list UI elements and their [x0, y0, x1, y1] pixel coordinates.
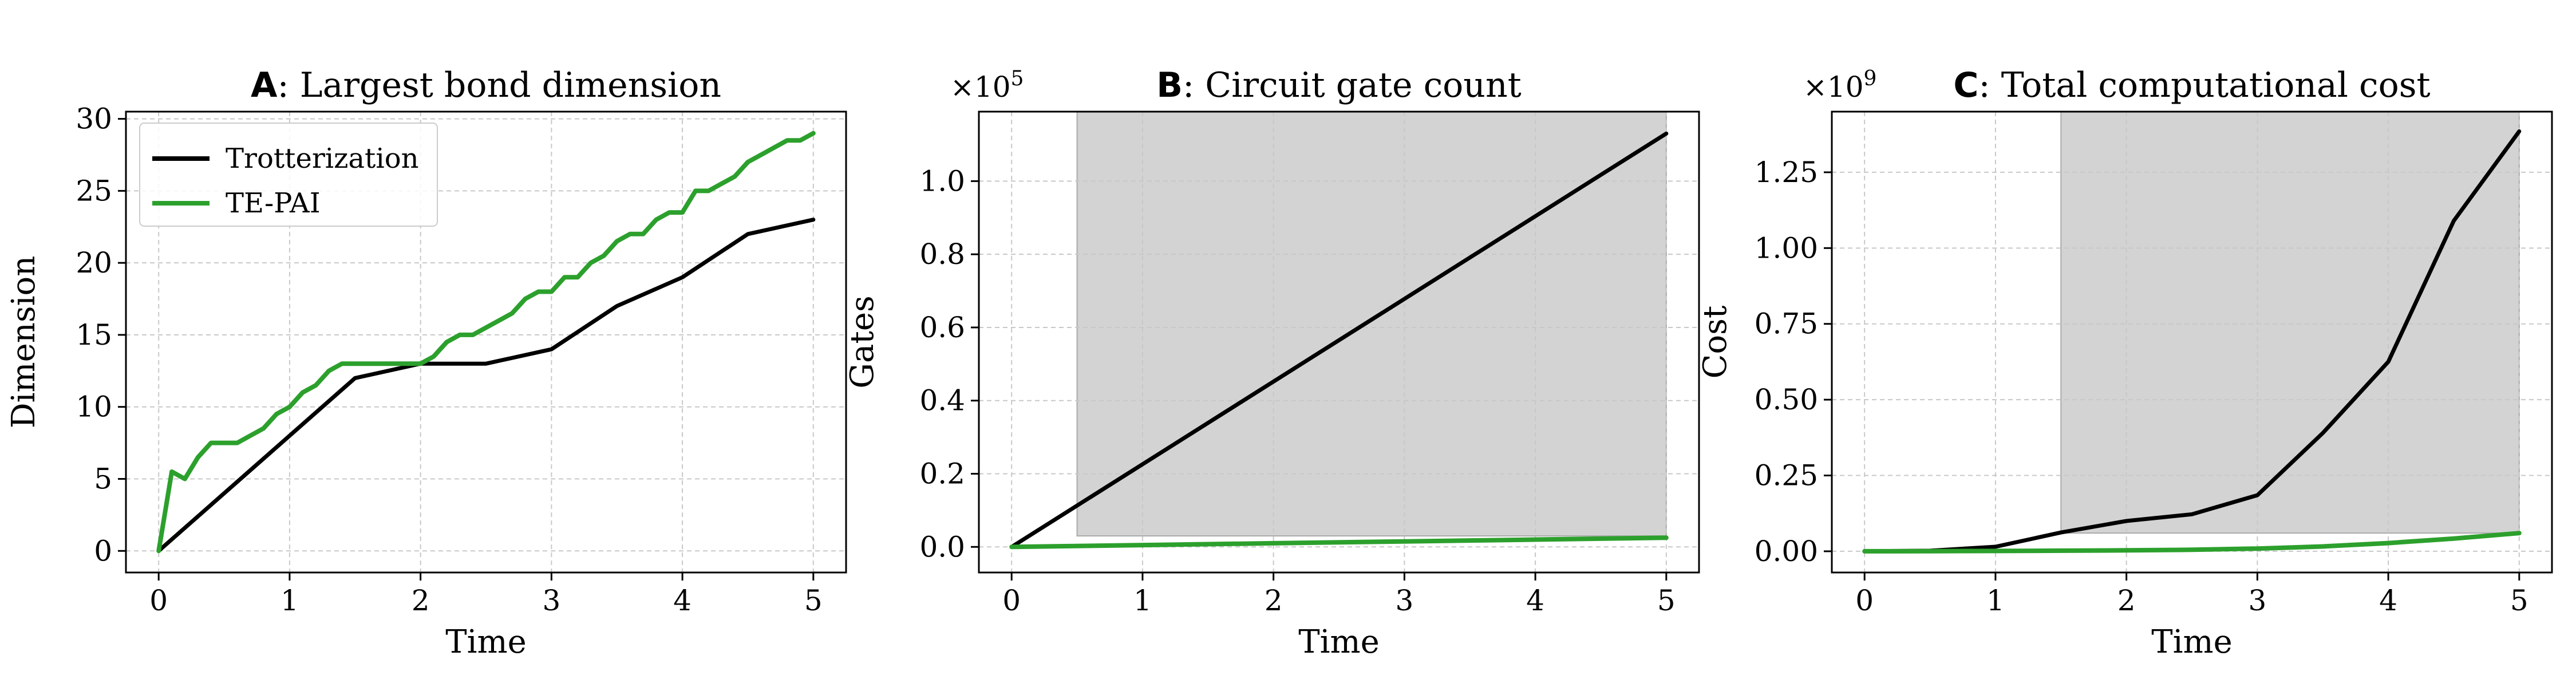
- y-tick-label: 1.25: [1755, 156, 1818, 189]
- panel-title-text: : Total computational cost: [1978, 65, 2430, 105]
- y-tick-label: 0.0: [919, 530, 965, 563]
- series-line-trotterization: [1862, 129, 2522, 554]
- y-tick-label: 15: [76, 318, 112, 352]
- y-offset-label: ×109: [1803, 67, 1876, 104]
- x-tick-label: 4: [673, 584, 692, 617]
- y-tick-label: 0.6: [919, 311, 965, 344]
- x-tick-label: 3: [1395, 584, 1413, 617]
- y-tick-label: 0: [94, 534, 112, 567]
- y-tick-label: 1.00: [1755, 231, 1818, 264]
- x-tick-label: 0: [149, 584, 168, 617]
- x-axis-label: Time: [2151, 623, 2233, 661]
- y-axis-label: Cost: [1697, 305, 1734, 378]
- panel-title: B: Circuit gate count: [1156, 65, 1521, 105]
- plot-frame: [125, 110, 847, 574]
- offset-base: ×10: [950, 70, 1011, 104]
- y-tick-label: 0.4: [919, 384, 965, 417]
- x-tick-label: 4: [2379, 584, 2397, 617]
- y-tick-label: 1.0: [919, 164, 965, 198]
- panel-letter: A: [251, 65, 278, 105]
- panel-title-text: : Largest bond dimension: [277, 65, 721, 105]
- x-tick-label: 2: [2117, 584, 2136, 617]
- legend: Trotterization TE-PAI: [139, 123, 438, 227]
- y-tick-label: 0.2: [919, 457, 965, 491]
- offset-exponent: 5: [1011, 67, 1024, 90]
- x-tick-label: 2: [1265, 584, 1283, 617]
- series-line-te-pai: [156, 131, 816, 554]
- y-tick-label: 0.50: [1755, 383, 1818, 416]
- y-tick-label: 0.75: [1755, 307, 1818, 341]
- y-tick-label: 5: [94, 462, 112, 495]
- offset-base: ×10: [1803, 70, 1864, 104]
- series-line-trotterization: [156, 218, 816, 553]
- y-axis-label: Dimension: [5, 256, 42, 429]
- x-axis-label: Time: [445, 623, 527, 661]
- panel-c: 0 1 2 3 4 5 0.00 0.25 0.50 0.75 1.00 1.25 Time Cost C:…: [1697, 65, 2553, 661]
- x-tick-label: 1: [1986, 584, 2005, 617]
- x-axis-label: Time: [1298, 623, 1380, 661]
- y-offset-label: ×105: [950, 67, 1024, 104]
- x-tick-label: 3: [542, 584, 560, 617]
- x-tick-label: 5: [1657, 584, 1676, 617]
- series-line-te-pai: [1009, 535, 1669, 550]
- y-tick-label: 30: [76, 102, 112, 136]
- y-tick-label: 10: [76, 390, 112, 424]
- panel-title-text: : Circuit gate count: [1183, 65, 1522, 105]
- x-tick-label: 3: [2248, 584, 2266, 617]
- y-tick-label: 0.00: [1755, 535, 1818, 568]
- panel-letter: B: [1156, 65, 1183, 105]
- panel-a: 0 1 2 3 4 5 0 5 10 15 20 25 30 Time Dimension A: Larges…: [5, 65, 847, 661]
- x-tick-label: 4: [1526, 584, 1544, 617]
- y-tick-label: 20: [76, 246, 112, 279]
- plot-frame: [978, 110, 1700, 574]
- offset-exponent: 9: [1864, 67, 1877, 90]
- x-tick-label: 5: [804, 584, 823, 617]
- y-tick-label: 25: [76, 174, 112, 207]
- x-tick-label: 0: [1855, 584, 1874, 617]
- shaded-region: [1076, 111, 1667, 537]
- x-tick-label: 5: [2510, 584, 2528, 617]
- x-tick-label: 2: [412, 584, 430, 617]
- legend-label: Trotterization: [226, 143, 419, 175]
- y-tick-label: 0.25: [1755, 459, 1818, 492]
- panel-title: A: Largest bond dimension: [251, 65, 721, 105]
- series-line-te-pai: [1862, 531, 2522, 554]
- series-line-trotterization: [1009, 131, 1669, 549]
- legend-label: TE-PAI: [226, 187, 321, 219]
- plot-frame: [1831, 110, 2553, 574]
- x-tick-label: 1: [280, 584, 299, 617]
- x-tick-label: 0: [1002, 584, 1021, 617]
- x-tick-label: 1: [1133, 584, 1152, 617]
- panel-b: 0 1 2 3 4 5 0.0 0.2 0.4 0.6 0.8 1.0 Time Gates B: Circ…: [844, 65, 1700, 661]
- panel-title: C: Total computational cost: [1953, 65, 2430, 105]
- y-axis-label: Gates: [844, 295, 881, 389]
- y-tick-label: 0.8: [919, 238, 965, 271]
- legend-box: [139, 123, 438, 227]
- shaded-region: [2060, 111, 2520, 534]
- panel-letter: C: [1953, 65, 1978, 105]
